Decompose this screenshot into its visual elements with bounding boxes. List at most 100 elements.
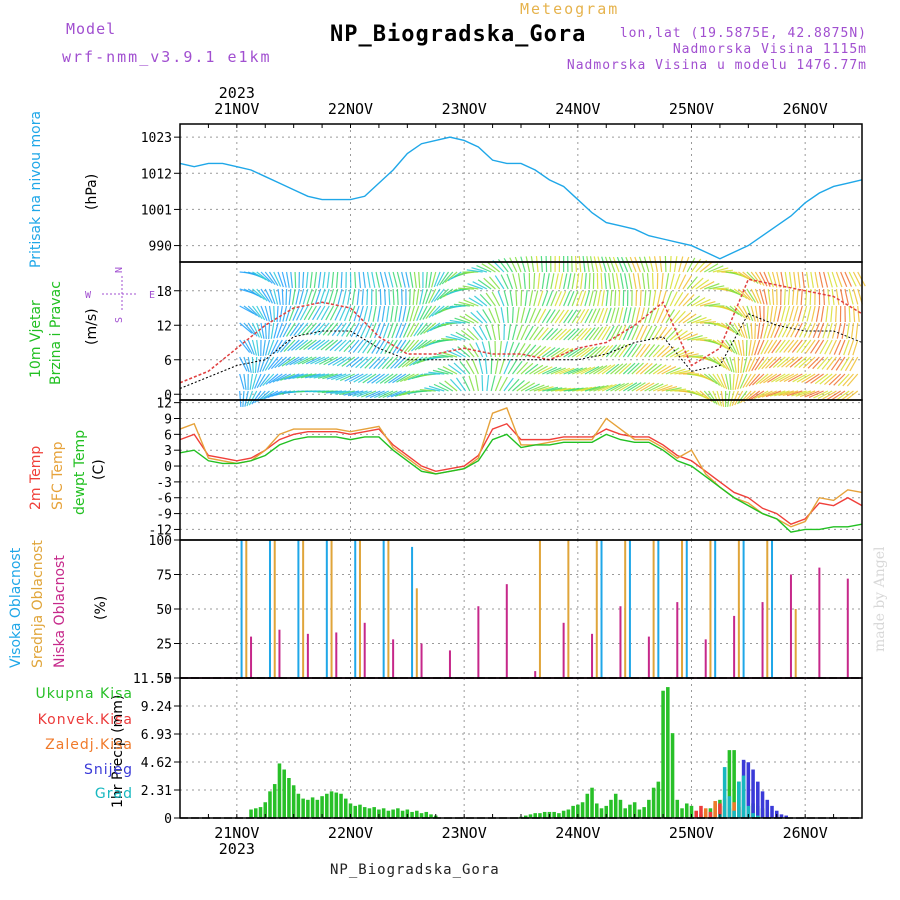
wind-arrow bbox=[453, 303, 470, 307]
wind-arrow bbox=[818, 271, 824, 288]
precip-snow-bar bbox=[760, 791, 765, 818]
wind-arrow bbox=[268, 288, 276, 305]
wind-arrow bbox=[678, 256, 684, 273]
wind-arrow bbox=[811, 305, 816, 322]
wind-arrow bbox=[682, 275, 693, 290]
wind-arrow bbox=[745, 356, 752, 373]
wind-arrow bbox=[356, 288, 360, 305]
precip-frozen-bar bbox=[713, 801, 717, 818]
wind-arrow bbox=[292, 373, 309, 379]
wind-arrow bbox=[318, 356, 334, 365]
compass-n: N bbox=[114, 267, 125, 273]
wind-arrow bbox=[771, 339, 782, 354]
wind-arrow bbox=[791, 339, 803, 353]
wind-arrow bbox=[296, 373, 313, 379]
wind-arrow bbox=[326, 373, 343, 380]
wind-arrow bbox=[669, 329, 683, 341]
precip-total-bar bbox=[618, 799, 623, 818]
wind-arrow bbox=[201, 296, 213, 306]
wind-arrow bbox=[810, 339, 820, 354]
wind-arrow bbox=[757, 356, 769, 370]
wind-arrow bbox=[385, 305, 390, 322]
wind-arrow bbox=[691, 316, 707, 324]
wind-arrow bbox=[580, 327, 592, 341]
lonlat-label: lon,lat (19.5875E, 42.8875N) bbox=[619, 26, 867, 41]
wind-arrow bbox=[529, 345, 542, 358]
wind-arrow bbox=[184, 350, 198, 357]
wind-arrow bbox=[193, 294, 203, 306]
wind-arrow bbox=[652, 307, 660, 324]
wind-arrow bbox=[563, 387, 580, 392]
wind-arrow bbox=[485, 324, 492, 341]
cloud-mid-bar bbox=[595, 540, 598, 678]
wind-arrow bbox=[189, 256, 192, 272]
wind-arrow bbox=[537, 346, 551, 358]
wind-arrow bbox=[210, 391, 224, 399]
wind-arrow bbox=[652, 290, 657, 307]
wind-arrow bbox=[754, 288, 762, 305]
wind-arrow bbox=[550, 309, 561, 324]
wind-arrow bbox=[537, 308, 547, 324]
wind-arrow bbox=[301, 322, 313, 336]
wind-arrow bbox=[197, 354, 213, 357]
wind-arrow bbox=[375, 271, 381, 288]
wind-arrow bbox=[373, 356, 386, 370]
wind-arrow bbox=[691, 277, 704, 290]
cloud-mid-bar bbox=[681, 540, 684, 678]
wind-arrow bbox=[793, 271, 797, 288]
wind-arrow bbox=[206, 391, 221, 397]
cloud-low-bar bbox=[733, 615, 736, 678]
wind-arrow bbox=[284, 373, 300, 381]
wind-arrow bbox=[214, 281, 228, 289]
y-tick-label: 6.93 bbox=[141, 728, 172, 743]
wind-arrow bbox=[218, 340, 234, 343]
wind-arrow bbox=[409, 356, 424, 367]
wind-arrow bbox=[485, 292, 496, 307]
wind-arrow bbox=[184, 292, 192, 306]
precip-total-bar bbox=[386, 810, 391, 818]
precip-total-bar bbox=[410, 811, 414, 818]
precip-snow-bar bbox=[770, 805, 774, 818]
wind-arrow bbox=[428, 371, 445, 375]
wind-arrow bbox=[665, 387, 682, 392]
wind-arrow bbox=[550, 367, 566, 375]
wind-arrow bbox=[529, 364, 544, 375]
day-label-bottom: 22NOV bbox=[328, 824, 373, 842]
wind-arrow bbox=[629, 256, 637, 273]
wind-arrow bbox=[314, 288, 322, 305]
wind-arrow bbox=[273, 271, 282, 287]
wind-arrow bbox=[661, 273, 664, 290]
wind-arrow bbox=[323, 288, 330, 305]
precip-snow-bar bbox=[746, 762, 751, 818]
wind-arrow bbox=[397, 356, 411, 369]
wind-arrow bbox=[761, 356, 773, 370]
cloud-low-bar bbox=[278, 629, 281, 678]
wind-arrow bbox=[541, 290, 549, 307]
wind-arrow bbox=[796, 339, 808, 353]
wind-arrow bbox=[401, 356, 415, 368]
wind-arrow bbox=[267, 356, 279, 371]
wind-arrow bbox=[218, 374, 231, 383]
precip-total-bar bbox=[415, 810, 419, 818]
wind-arrow bbox=[206, 297, 219, 306]
wind-arrow bbox=[791, 288, 795, 305]
wind-arrow bbox=[614, 307, 620, 324]
wind-arrow bbox=[550, 328, 563, 341]
wind-arrow bbox=[589, 256, 595, 273]
wind-arrow bbox=[571, 273, 576, 290]
wind-arrow bbox=[309, 373, 326, 379]
wind-arrow bbox=[307, 305, 317, 321]
wind-arrow bbox=[801, 373, 816, 383]
wind-arrow bbox=[795, 390, 812, 397]
cloud-low-bar bbox=[818, 567, 821, 678]
wind-arrow bbox=[593, 345, 606, 358]
wind-arrow bbox=[729, 339, 738, 355]
wind-arrow bbox=[835, 390, 850, 401]
wind-arrow bbox=[214, 301, 229, 306]
wind-arrow bbox=[635, 382, 651, 392]
wind-arrow bbox=[785, 322, 795, 338]
temp-dewpt-line bbox=[179, 433, 863, 533]
wind-arrow bbox=[257, 356, 262, 373]
wind-arrow bbox=[189, 293, 198, 306]
wind-arrow bbox=[384, 288, 386, 306]
